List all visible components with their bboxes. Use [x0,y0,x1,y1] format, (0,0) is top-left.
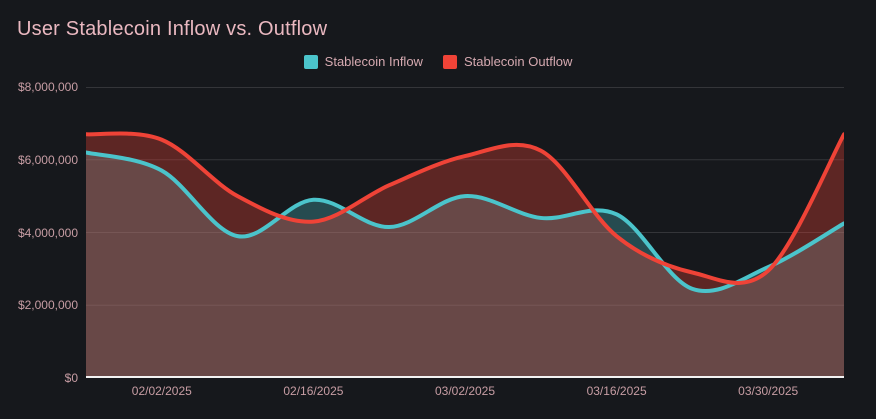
legend-swatch-icon [303,54,318,69]
x-axis-label: 03/16/2025 [586,384,647,398]
y-axis-label: $4,000,000 [17,225,78,240]
x-axis-label: 02/02/2025 [131,384,192,398]
legend: Stablecoin Inflow Stablecoin Outflow [0,54,876,69]
plot-area [86,87,844,378]
chart-canvas[interactable] [86,87,844,378]
y-axis-label: $0 [64,371,78,385]
area-outflow [86,133,844,378]
y-axis-label: $2,000,000 [17,298,78,313]
x-axis-label: 02/16/2025 [283,384,344,398]
y-axis-label: $6,000,000 [17,152,78,167]
legend-item-inflow[interactable]: Stablecoin Inflow [303,54,423,69]
area-inflow [86,152,844,378]
legend-label: Stablecoin Outflow [463,54,573,69]
x-axis-label: 03/30/2025 [738,384,799,398]
legend-item-outflow[interactable]: Stablecoin Outflow [442,54,573,69]
x-axis-label: 03/02/2025 [434,384,496,398]
y-axis-label: $8,000,000 [17,80,78,94]
chart-title: User Stablecoin Inflow vs. Outflow [17,18,328,40]
legend-label: Stablecoin Inflow [324,54,423,69]
line-outflow [86,131,844,285]
legend-swatch-icon [442,54,457,69]
line-inflow [86,150,844,294]
